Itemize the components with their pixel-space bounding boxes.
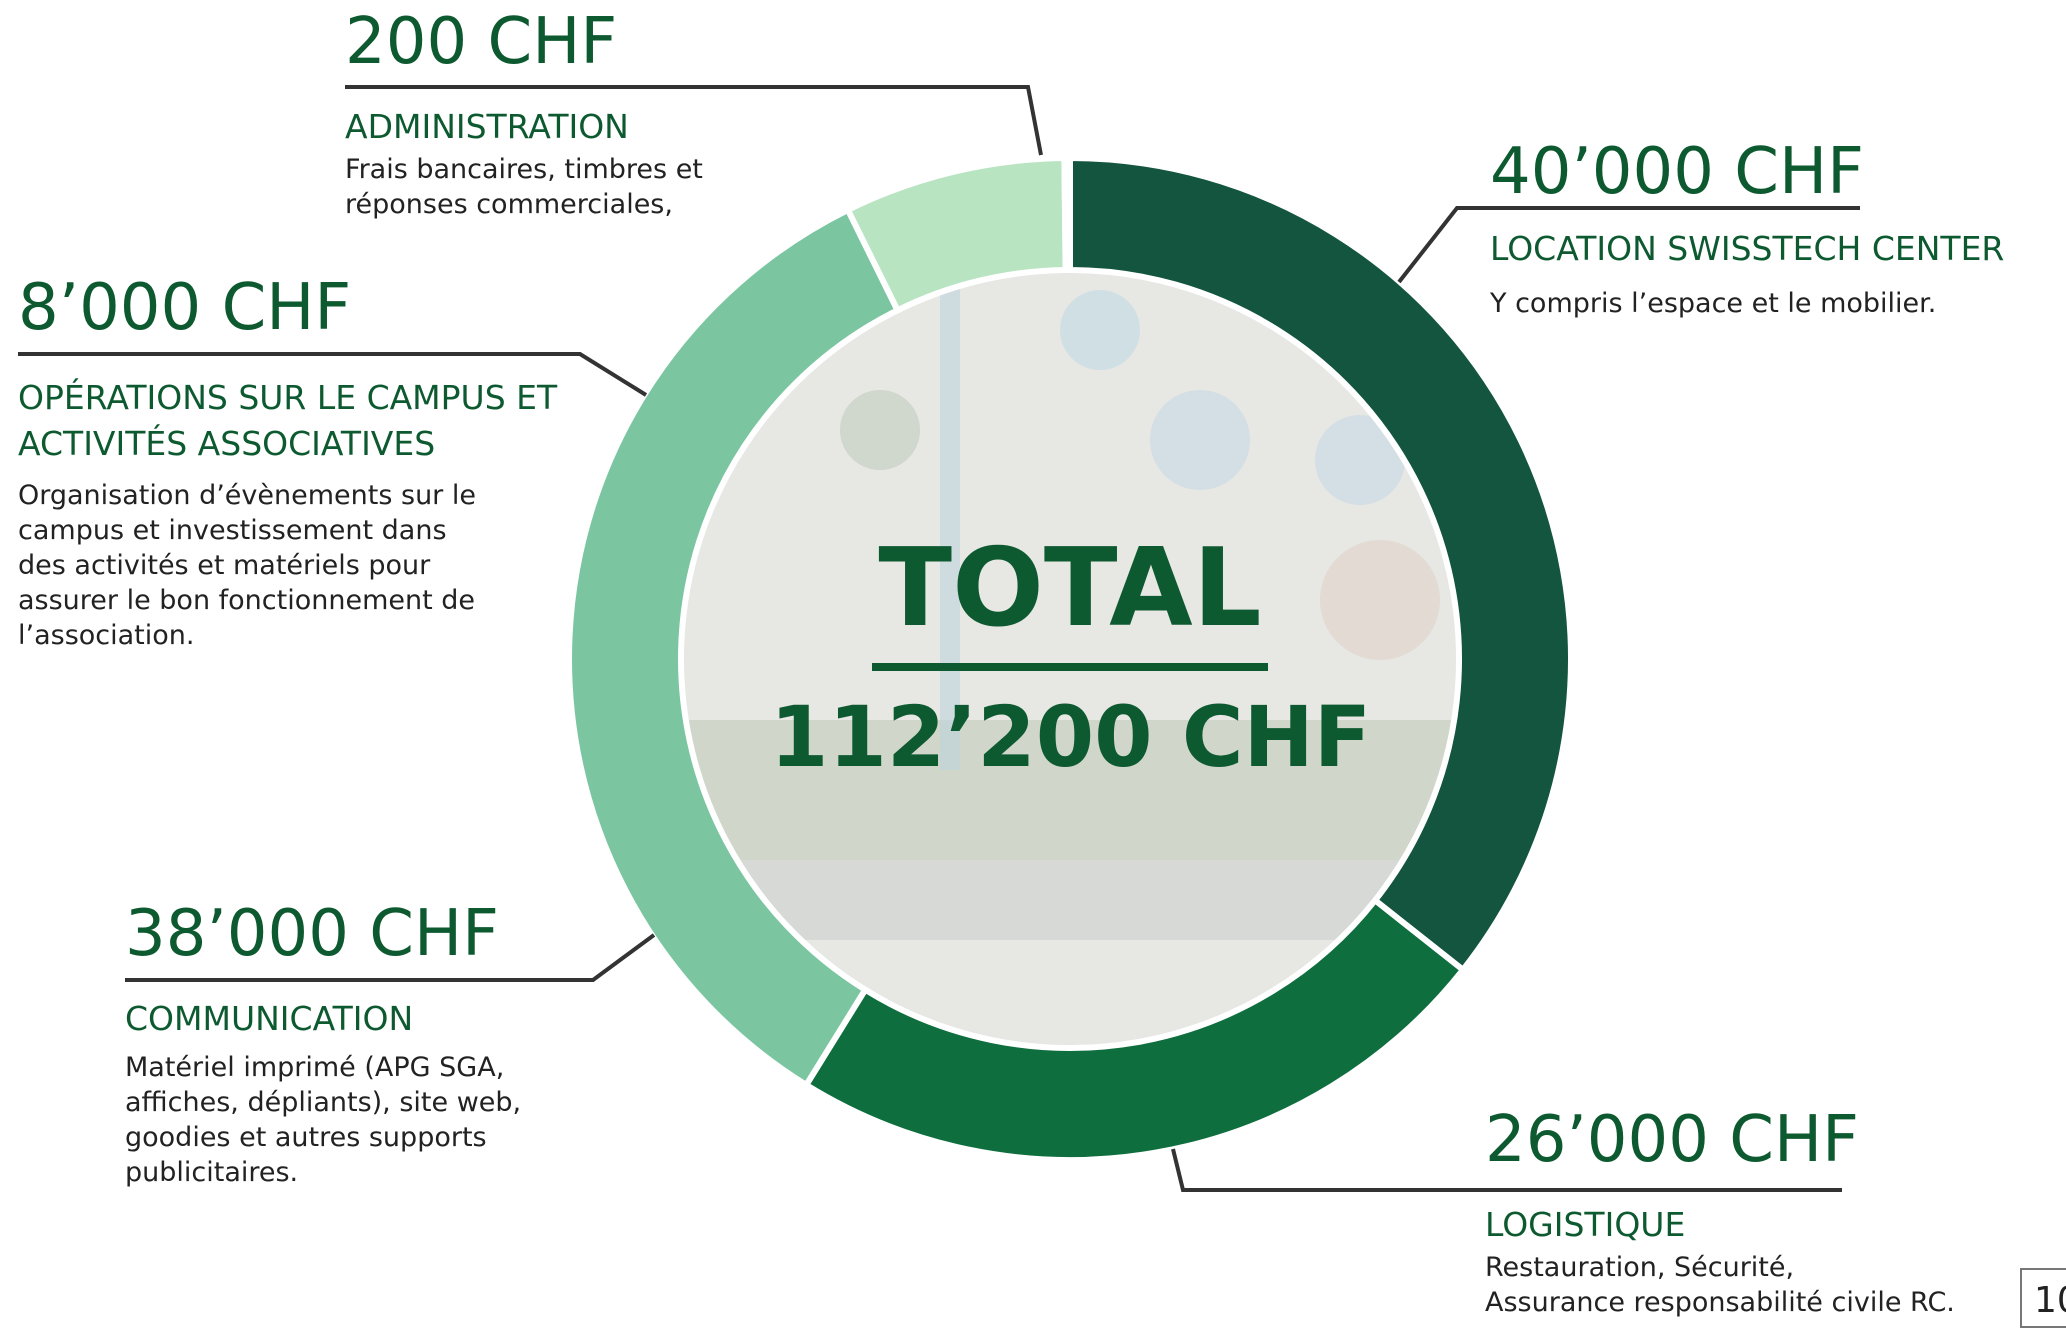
description-line: assurer le bon fonctionnement de: [18, 585, 476, 616]
donut-segment: [566, 205, 902, 1090]
donut-segment: [1061, 154, 1073, 274]
amount-label: 8’000 CHF: [18, 271, 352, 345]
category-label: ADMINISTRATION: [345, 107, 629, 146]
description-line: goodies et autres supports: [125, 1122, 487, 1153]
description-line: Y compris l’espace et le mobilier.: [1490, 288, 1937, 319]
donut-segment: [802, 896, 1468, 1163]
total-value: 112’200 CHF: [770, 688, 1372, 786]
description-line: Organisation d’évènements sur le: [18, 480, 476, 511]
description-line: Matériel imprimé (APG SGA,: [125, 1052, 505, 1083]
description-line: des activités et matériels pour: [18, 550, 431, 581]
category-label: LOCATION SWISSTECH CENTER: [1490, 229, 2005, 268]
category-label: COMMUNICATION: [125, 999, 414, 1038]
description-line: affiches, dépliants), site web,: [125, 1087, 522, 1118]
total-title: TOTAL: [878, 526, 1262, 651]
leader-line: [1171, 1148, 1842, 1192]
leader-line: [125, 933, 656, 982]
category-label: LOGISTIQUE: [1485, 1205, 1686, 1244]
description-line: l’association.: [18, 620, 195, 651]
description-line: réponses commerciales,: [345, 189, 673, 220]
description-line: campus et investissement dans: [18, 515, 447, 546]
leader-line: [345, 85, 1043, 156]
amount-label: 40’000 CHF: [1490, 135, 1864, 209]
category-label: OPÉRATIONS SUR LE CAMPUS ET ACTIVITÉS AS…: [18, 378, 558, 463]
description-line: Frais bancaires, timbres et: [345, 154, 703, 185]
amount-label: 26’000 CHF: [1485, 1103, 1859, 1177]
leader-line: [18, 352, 648, 397]
leader-line: [1397, 206, 1860, 284]
background-photo: [681, 270, 1459, 1048]
amount-label: 200 CHF: [345, 5, 618, 79]
description-line: publicitaires.: [125, 1157, 299, 1188]
donut-segment: [1067, 154, 1574, 975]
description-line: Assurance responsabilité civile RC.: [1485, 1287, 1955, 1318]
description-line: Restauration, Sécurité,: [1485, 1252, 1795, 1283]
page-number: 10: [2020, 1268, 2066, 1328]
amount-label: 38’000 CHF: [125, 897, 499, 971]
